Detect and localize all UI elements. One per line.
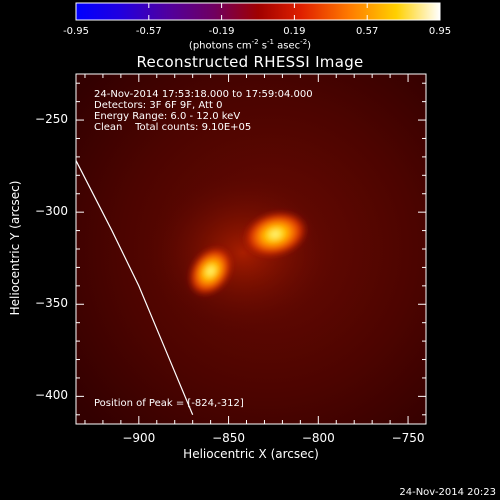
timestamp: 24-Nov-2014 20:23 [399, 487, 496, 498]
colorbar-gradient [75, 2, 441, 21]
solar-limb-line [75, 160, 194, 416]
colorbar-tick-label: -0.95 [63, 26, 89, 37]
colorbar [75, 2, 441, 21]
x-axis-label: Heliocentric X (arcsec) [183, 447, 319, 461]
info-peak-position: Position of Peak = [-824,-312] [94, 398, 244, 409]
y-tick-label: −250 [35, 112, 68, 127]
info-energy-range: Energy Range: 6.0 - 12.0 keV [94, 111, 241, 122]
emission-halo [142, 167, 343, 338]
x-tick-label: −800 [301, 431, 335, 445]
y-tick-label: −300 [35, 204, 68, 219]
x-tick-label: −850 [212, 431, 246, 445]
y-tick-label: −400 [35, 388, 68, 403]
x-ray-source-1 [241, 210, 309, 259]
y-tick-label: −350 [35, 296, 68, 311]
colorbar-tick-label: -0.19 [208, 26, 235, 37]
colorbar-tick-label: 0.57 [356, 26, 379, 37]
colorbar-tick-label: -0.57 [135, 26, 162, 37]
info-clean-counts: Clean Total counts: 9.10E+05 [94, 122, 252, 133]
chart-title: Reconstructed RHESSI Image [136, 53, 364, 71]
x-tick-label: −750 [391, 431, 425, 445]
info-time-range: 24-Nov-2014 17:53:18.000 to 17:59:04.000 [94, 89, 313, 100]
colorbar-tick-label: 0.95 [428, 26, 452, 37]
x-tick-label: −900 [122, 431, 156, 445]
x-ray-source-2 [187, 245, 234, 297]
colorbar-units: (photons cm-2 s-1 asec-2) [188, 38, 312, 52]
colorbar-tick-label: 0.19 [283, 26, 306, 37]
y-axis-label: Heliocentric Y (arcsec) [8, 180, 22, 316]
info-detectors: Detectors: 3F 6F 9F, Att 0 [94, 100, 223, 111]
